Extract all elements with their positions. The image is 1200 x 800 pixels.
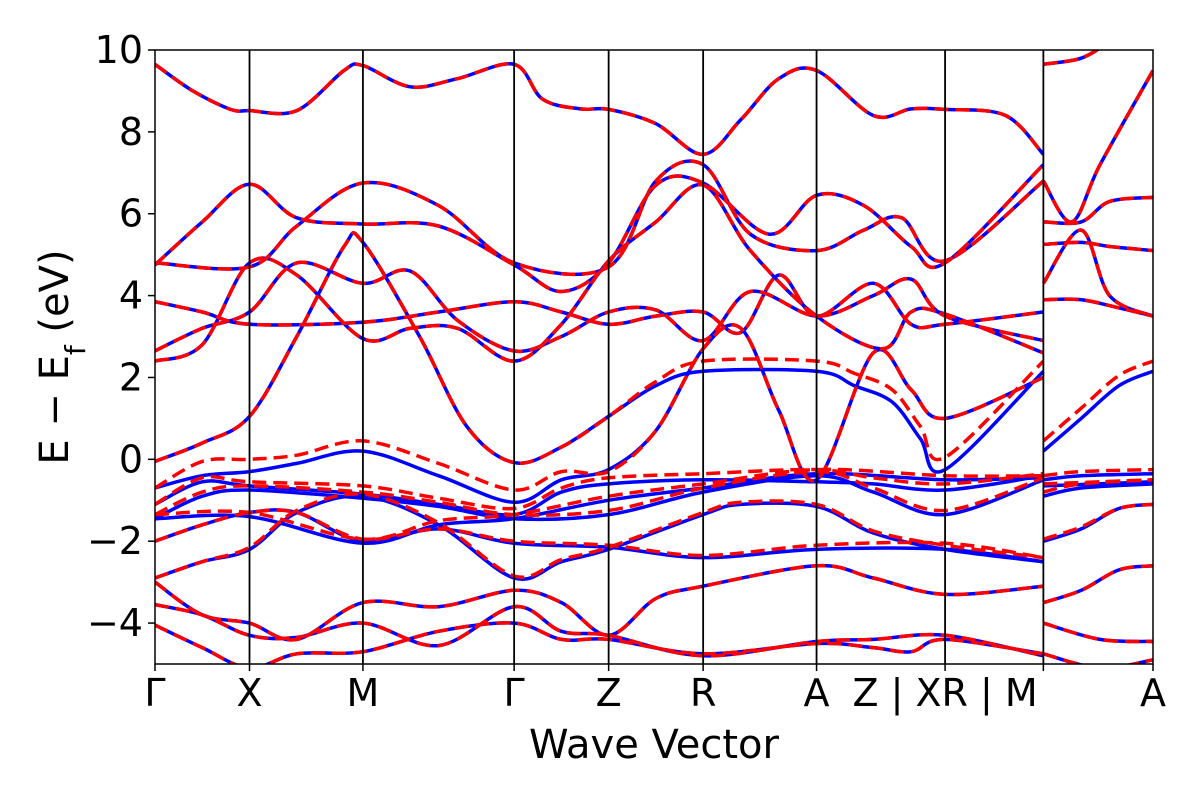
y-tick-label-4: 4 bbox=[119, 274, 143, 318]
band-line-s1-b1 bbox=[155, 159, 1045, 277]
band-line-s0-b4 bbox=[155, 260, 1044, 354]
y-tick-label-0: −4 bbox=[87, 601, 143, 645]
x-tick-label-6: A bbox=[804, 671, 830, 715]
y-tick-label-2: 0 bbox=[119, 437, 143, 481]
band-line-s1-b28 bbox=[1042, 621, 1153, 644]
x-tick-label-9: A bbox=[1140, 671, 1166, 715]
band-line-s1-b19 bbox=[1043, 240, 1153, 253]
band-line-s1-b9 bbox=[155, 469, 1044, 517]
band-line-s1-b3 bbox=[155, 273, 1044, 336]
band-line-s0-b13 bbox=[155, 563, 1044, 642]
x-axis: Γ X M Γ Z R A Z | XR | M A bbox=[144, 664, 1166, 716]
band-line-s1-b18 bbox=[1043, 195, 1153, 226]
band-line-s0-b1 bbox=[155, 159, 1045, 277]
y-tick-label-7: 10 bbox=[95, 28, 143, 72]
y-axis-title: E − Ef (eV) bbox=[32, 249, 92, 464]
band-line-s1-b12 bbox=[155, 492, 1044, 580]
kpoint-lines bbox=[248, 50, 1045, 664]
series-0 bbox=[155, 50, 1153, 664]
series-1 bbox=[155, 50, 1153, 664]
x-axis-title: Wave Vector bbox=[529, 722, 780, 768]
band-line-s1-b26 bbox=[1042, 502, 1153, 541]
band-line-s1-b21 bbox=[1043, 297, 1153, 318]
y-tick-label-5: 6 bbox=[119, 192, 143, 236]
bands-layer bbox=[155, 50, 1153, 664]
band-line-s1-b22 bbox=[1042, 359, 1153, 443]
y-tick-label-3: 2 bbox=[119, 355, 143, 399]
band-line-s1-b16 bbox=[1043, 50, 1101, 67]
x-tick-label-4: Z bbox=[596, 671, 622, 715]
band-line-s1-b25 bbox=[1042, 478, 1153, 494]
band-line-s1-b5 bbox=[155, 182, 1045, 363]
band-line-s0-b29 bbox=[1042, 652, 1153, 664]
band-line-s1-b0 bbox=[155, 62, 1045, 157]
band-line-s0-b15 bbox=[155, 621, 1044, 664]
x-tick-label-2: M bbox=[347, 671, 380, 715]
y-axis-title-main: E − E bbox=[32, 355, 78, 465]
y-axis-title-unit: (eV) bbox=[32, 249, 78, 345]
band-line-s0-b14 bbox=[155, 602, 1044, 658]
band-line-s1-b7 bbox=[155, 323, 1045, 492]
band-line-s0-b23 bbox=[1043, 471, 1153, 482]
band-line-s1-b13 bbox=[155, 563, 1044, 642]
y-tick-label-1: −2 bbox=[87, 519, 143, 563]
band-line-s0-b25 bbox=[1042, 482, 1153, 498]
band-line-s0-b27 bbox=[1042, 564, 1153, 605]
band-line-s0-b0 bbox=[155, 62, 1045, 157]
band-line-s1-b11 bbox=[155, 508, 1044, 560]
band-line-s1-b10 bbox=[155, 467, 1044, 541]
plot-frame bbox=[154, 49, 1154, 665]
y-axis: −4 −2 0 2 4 6 8 10 bbox=[87, 28, 155, 645]
y-axis-title-sub: f bbox=[59, 344, 92, 355]
band-line-s1-b23 bbox=[1043, 467, 1153, 478]
y-tick-label-6: 8 bbox=[119, 110, 143, 154]
x-tick-label-5: R bbox=[690, 671, 716, 715]
band-line-s0-b22 bbox=[1042, 369, 1153, 453]
band-line-s1-b4 bbox=[155, 260, 1044, 354]
band-line-s1-b17 bbox=[1041, 69, 1153, 224]
band-line-s1-b14 bbox=[155, 602, 1044, 658]
band-line-s1-b20 bbox=[1041, 228, 1153, 318]
band-line-s1-b29 bbox=[1042, 652, 1153, 664]
x-tick-label-3: Γ bbox=[504, 671, 525, 715]
x-tick-label-1: X bbox=[236, 671, 262, 715]
band-line-s1-b15 bbox=[155, 621, 1044, 664]
band-line-s1-b8 bbox=[155, 467, 1044, 511]
band-line-s0-b7 bbox=[155, 323, 1045, 505]
band-line-s0-b26 bbox=[1042, 502, 1153, 543]
band-line-s0-b28 bbox=[1042, 621, 1153, 644]
x-tick-label-7: Z | XR | M bbox=[852, 671, 1037, 716]
band-line-s1-b6 bbox=[155, 231, 1045, 465]
band-line-s0-b10 bbox=[155, 471, 1044, 545]
x-tick-label-0: Γ bbox=[144, 671, 165, 715]
